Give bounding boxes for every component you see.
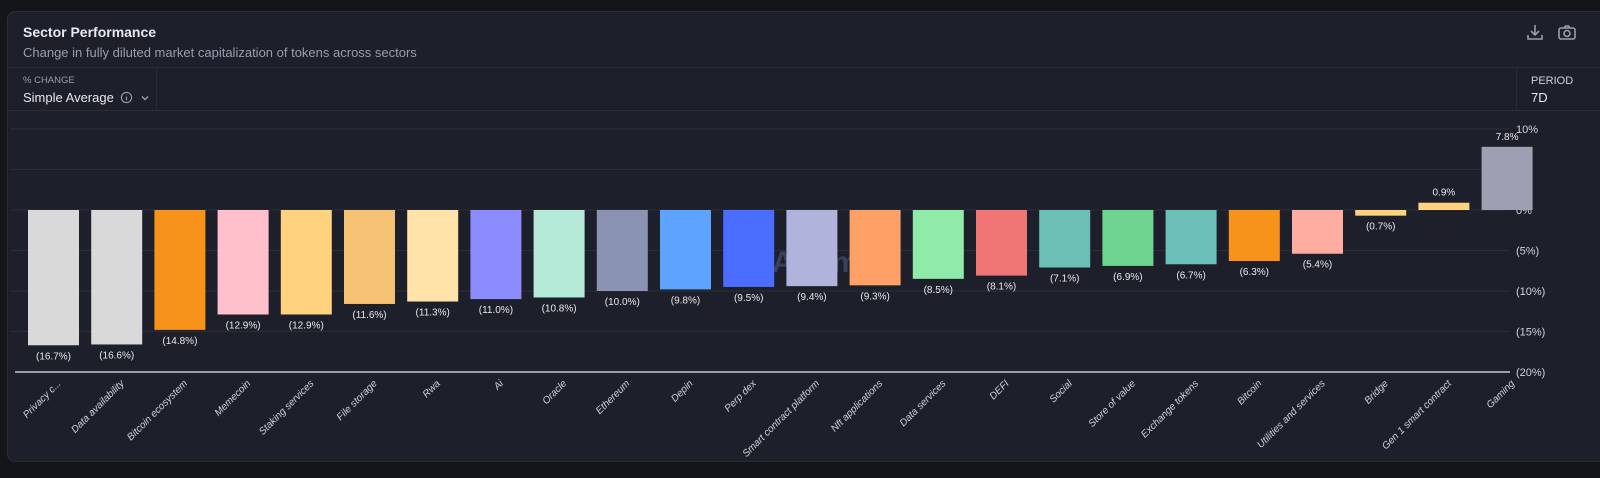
bar — [849, 210, 901, 286]
bar — [1418, 202, 1470, 210]
camera-icon[interactable] — [1557, 22, 1577, 42]
bar-value-label: (6.3%) — [1240, 267, 1269, 278]
bar-value-label: 0.9% — [1433, 188, 1456, 199]
bar-value-label: (5.4%) — [1303, 260, 1332, 271]
bar — [470, 210, 522, 300]
bar-value-label: (16.7%) — [36, 351, 71, 362]
bar — [407, 210, 459, 302]
bar — [91, 210, 143, 345]
x-tick-label: Gen 1 smart contract — [1380, 377, 1455, 452]
bar-value-label: (10.0%) — [605, 297, 640, 308]
bar-value-label: (9.4%) — [797, 292, 826, 303]
card-subtitle: Change in fully diluted market capitaliz… — [23, 45, 417, 60]
bar-value-label: (7.1%) — [1050, 274, 1079, 285]
bar-value-label: 7.8% — [1496, 132, 1519, 143]
x-tick-label: Bridge — [1363, 378, 1392, 407]
bar-value-label: (0.7%) — [1366, 222, 1395, 233]
x-tick-label: Depin — [669, 378, 696, 405]
bar — [217, 210, 269, 315]
bar — [344, 210, 395, 304]
x-tick-label: Exchange tokens — [1139, 378, 1201, 440]
bar-value-label: (12.9%) — [289, 320, 324, 331]
x-tick-label: Privacy c... — [21, 378, 63, 420]
bar — [660, 210, 711, 290]
x-tick-label: Gaming — [1485, 378, 1518, 411]
bar-value-label: (9.3%) — [860, 291, 889, 302]
x-tick-label: Bitcoin ecosystem — [125, 378, 190, 443]
bar — [723, 210, 775, 287]
change-type-select[interactable]: % CHANGE Simple Average — [8, 68, 157, 110]
bar — [1228, 210, 1280, 262]
bar — [976, 210, 1027, 276]
bar — [1039, 210, 1091, 268]
y-tick-label: (15%) — [1516, 327, 1545, 339]
bar-value-label: (8.1%) — [987, 282, 1016, 293]
bar-value-label: (8.5%) — [924, 285, 953, 296]
x-tick-label: Store of value — [1087, 378, 1139, 430]
bar — [154, 210, 206, 330]
period-label: PERIOD — [1531, 75, 1574, 87]
bar-value-label: (12.9%) — [226, 320, 261, 331]
bar-value-label: (10.8%) — [542, 303, 577, 314]
info-icon[interactable] — [120, 91, 133, 104]
change-label: % CHANGE — [23, 75, 75, 86]
card-title: Sector Performance — [23, 24, 157, 40]
bar-value-label: (9.8%) — [671, 295, 700, 306]
bar — [1165, 210, 1217, 265]
bar — [786, 210, 838, 287]
x-tick-label: Data services — [898, 378, 949, 429]
bar — [533, 210, 585, 298]
x-tick-label: Oracle — [541, 378, 570, 407]
bar — [912, 210, 964, 279]
period-select[interactable]: PERIOD 7D — [1516, 68, 1600, 110]
bar-value-label: (9.5%) — [734, 293, 763, 304]
y-tick-label: (10%) — [1516, 286, 1545, 298]
bar — [280, 210, 332, 315]
x-tick-label: Bitcoin — [1235, 378, 1264, 407]
bar-value-label: (11.6%) — [352, 310, 386, 321]
y-tick-label: (20%) — [1516, 367, 1545, 379]
y-tick-label: (5%) — [1516, 246, 1539, 258]
bar — [28, 210, 79, 346]
bar — [1481, 146, 1533, 210]
bar-value-label: (6.7%) — [1176, 270, 1205, 281]
bar-value-label: (11.0%) — [479, 305, 513, 316]
x-tick-label: Rwa — [421, 378, 443, 400]
x-tick-label: Ethereum — [594, 378, 632, 416]
x-tick-label: Nft applications — [829, 378, 885, 434]
x-tick-label: Social — [1048, 378, 1076, 406]
change-value: Simple Average — [23, 90, 114, 105]
bar-value-label: (6.9%) — [1113, 272, 1142, 283]
x-tick-label: Ai — [491, 378, 506, 393]
x-tick-label: Utilities and services — [1255, 378, 1327, 450]
x-tick-label: Staking services — [257, 378, 316, 437]
bar-value-label: (16.6%) — [99, 350, 134, 361]
bar — [1355, 210, 1407, 216]
x-tick-label: DEFI — [988, 378, 1012, 402]
y-tick-label: 10% — [1516, 124, 1538, 136]
download-icon[interactable] — [1525, 22, 1545, 42]
x-tick-label: File storage — [335, 378, 380, 423]
bar-value-label: (11.3%) — [416, 308, 450, 319]
x-tick-label: Data availability — [70, 378, 128, 436]
chevron-down-icon[interactable] — [139, 92, 151, 104]
bar — [1292, 210, 1343, 254]
period-value: 7D — [1531, 90, 1548, 105]
x-tick-label: Memecoin — [213, 378, 254, 419]
x-tick-label: Perp dex — [723, 378, 760, 415]
bar — [596, 210, 648, 291]
bar — [1102, 210, 1154, 266]
bar-value-label: (14.8%) — [162, 336, 197, 347]
